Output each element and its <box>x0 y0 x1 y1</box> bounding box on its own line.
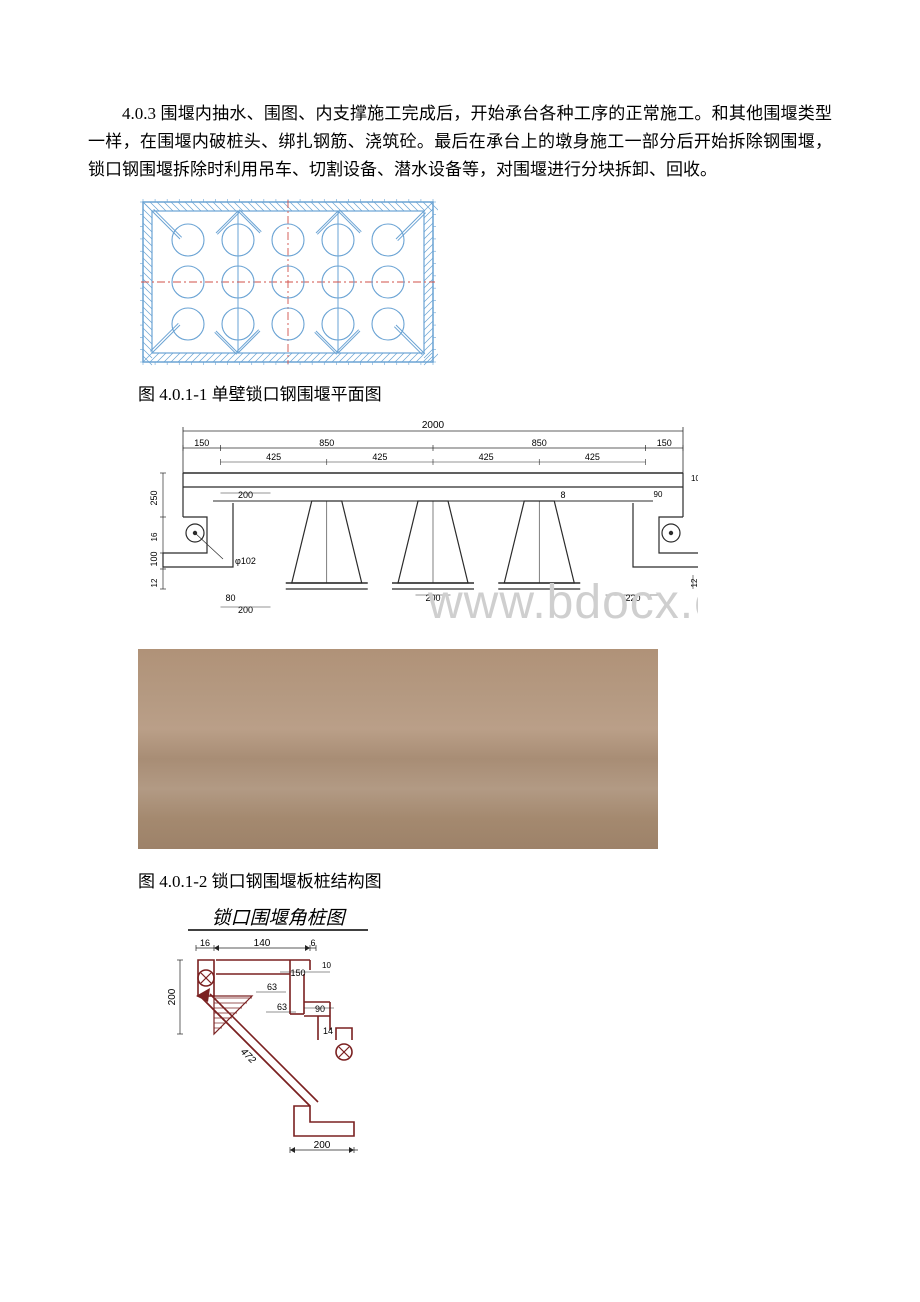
svg-text:150: 150 <box>290 968 305 978</box>
svg-text:φ102: φ102 <box>235 556 256 566</box>
figure-2: 2000 150 850 850 150 425 425 425 425 φ102 250 16 100… <box>138 413 832 643</box>
svg-text:425: 425 <box>372 452 387 462</box>
figure-3: 锁口围堰角桩图16 140 6 200 6363 150 90 14 10 472 200 <box>158 906 832 1196</box>
figure-1 <box>138 190 832 374</box>
svg-text:16: 16 <box>200 938 210 948</box>
svg-text:8: 8 <box>560 490 565 500</box>
photo-texture <box>138 649 658 849</box>
svg-text:90: 90 <box>315 1004 325 1014</box>
fig3-svg: 锁口围堰角桩图16 140 6 200 6363 150 90 14 10 472 200 <box>158 906 398 1196</box>
svg-text:10: 10 <box>322 961 331 970</box>
svg-text:14: 14 <box>323 1026 333 1036</box>
svg-text:425: 425 <box>585 452 600 462</box>
svg-text:425: 425 <box>479 452 494 462</box>
svg-text:200: 200 <box>238 605 253 615</box>
svg-text:2000: 2000 <box>422 420 445 431</box>
svg-text:16: 16 <box>150 532 159 541</box>
fig1-svg <box>138 190 438 374</box>
svg-text:100: 100 <box>149 552 159 567</box>
svg-text:200: 200 <box>167 988 178 1005</box>
svg-text:200: 200 <box>238 490 253 500</box>
svg-text:10: 10 <box>691 474 698 483</box>
svg-text:850: 850 <box>532 438 547 448</box>
figure-2-caption: 图 4.0.1-2 锁口钢围堰板桩结构图 <box>138 867 832 892</box>
svg-text:425: 425 <box>266 452 281 462</box>
svg-text:63: 63 <box>277 1002 287 1012</box>
svg-text:150: 150 <box>657 438 672 448</box>
svg-text:80: 80 <box>225 593 235 603</box>
svg-text:472: 472 <box>238 1047 258 1067</box>
svg-text:150: 150 <box>194 438 209 448</box>
svg-text:850: 850 <box>319 438 334 448</box>
svg-text:140: 140 <box>254 938 271 949</box>
fig2-svg: 2000 150 850 850 150 425 425 425 425 φ102 250 16 100… <box>138 413 698 643</box>
svg-text:90: 90 <box>654 490 663 499</box>
svg-text:200: 200 <box>314 1140 331 1151</box>
svg-text:锁口围堰角桩图: 锁口围堰角桩图 <box>211 907 347 929</box>
svg-text:www.bdocx.com: www.bdocx.com <box>427 576 698 629</box>
svg-text:6: 6 <box>310 938 315 948</box>
svg-text:250: 250 <box>149 491 159 506</box>
svg-text:63: 63 <box>267 982 277 992</box>
figure-1-caption: 图 4.0.1-1 单壁锁口钢围堰平面图 <box>138 380 832 405</box>
body-paragraph: 4.0.3 围堰内抽水、围图、内支撑施工完成后，开始承台各种工序的正常施工。和其… <box>88 100 832 184</box>
svg-text:12: 12 <box>150 578 159 587</box>
